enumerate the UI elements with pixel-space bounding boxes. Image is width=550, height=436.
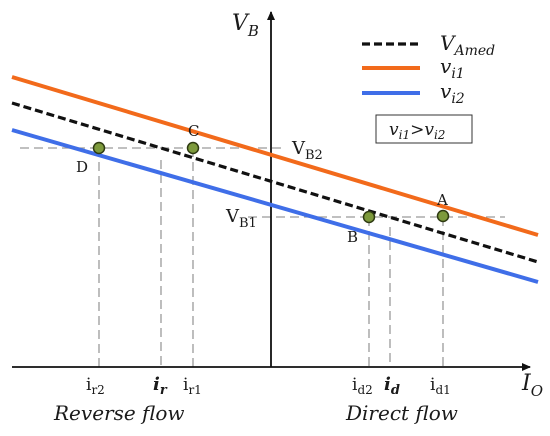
condition-box <box>375 114 473 144</box>
direct-flow-label: Direct flow <box>345 401 458 425</box>
point-d-marker <box>92 141 106 155</box>
condition-label: vi1>vi2 <box>389 120 445 142</box>
point-c-marker <box>186 141 200 155</box>
vi1-line <box>11 75 539 237</box>
reverse-flow-label: Reverse flow <box>53 401 185 425</box>
legend-vamed-label: VAmed <box>440 31 495 59</box>
id1-label: id1 <box>430 375 451 397</box>
ir1-label: ir1 <box>183 375 202 397</box>
point-a-label: A <box>436 191 448 209</box>
legend: VAmed vi1 vi2 vi1>vi2 <box>362 31 495 144</box>
vamed-line <box>11 101 539 264</box>
id-label: id <box>384 374 400 398</box>
point-b-marker <box>362 210 376 224</box>
id2-label: id2 <box>352 375 373 397</box>
vb2-label: VB2 <box>291 138 323 163</box>
operating-points <box>92 141 450 224</box>
legend-vi2-label: vi2 <box>440 79 465 107</box>
point-b-label: B <box>347 228 358 246</box>
vb1-label: VB1 <box>225 206 257 231</box>
point-a-marker <box>436 209 450 223</box>
x-axis-label: IO <box>521 371 543 400</box>
ir-label: ir <box>153 374 168 398</box>
axes <box>12 11 531 371</box>
y-axis-label: VB <box>232 11 259 40</box>
ir2-label: ir2 <box>86 375 105 397</box>
point-d-label: D <box>76 158 88 176</box>
legend-vi1-label: vi1 <box>440 54 465 82</box>
guide-lines <box>20 147 505 367</box>
point-c-label: C <box>188 122 199 140</box>
vi2-line <box>11 128 539 284</box>
